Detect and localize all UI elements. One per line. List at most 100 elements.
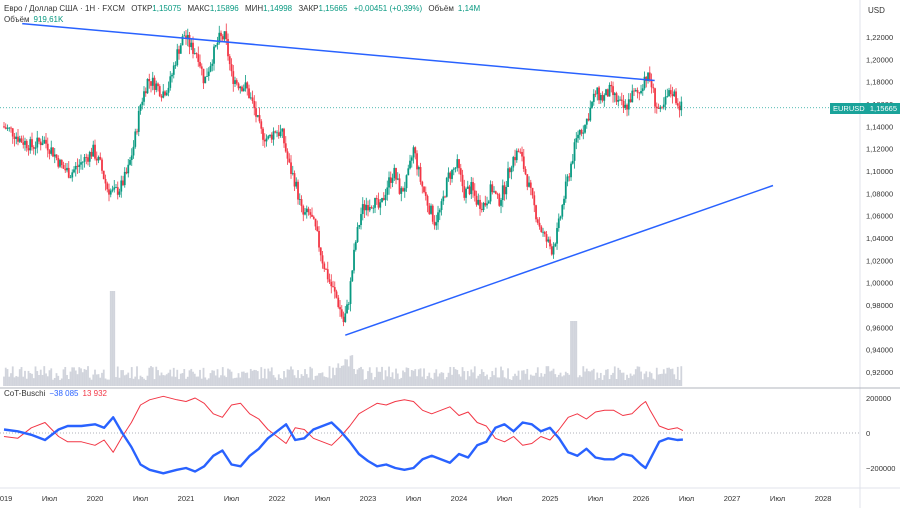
candle-body [549, 239, 551, 247]
volume-bar [356, 369, 359, 386]
volume-bar [375, 367, 378, 386]
candle-body [60, 159, 63, 166]
candle-body [477, 199, 480, 205]
cot-legend-value-blue: −38 085 [49, 389, 79, 398]
candle-body [311, 214, 313, 217]
candle-body [220, 32, 222, 37]
candle-body [113, 187, 116, 190]
volume-bar [228, 369, 231, 386]
candle-body [269, 134, 271, 137]
volume-bar [440, 372, 443, 386]
candle-body [314, 218, 317, 227]
candle-body [578, 129, 581, 135]
candle-body [337, 297, 340, 308]
volume-bar [46, 376, 49, 386]
volume-bar [178, 379, 180, 386]
volume-bar [661, 373, 663, 386]
candle-body [146, 79, 149, 94]
candle-body [190, 42, 193, 48]
volume-bar [508, 379, 511, 386]
volume-bar [90, 379, 93, 386]
candle-body [419, 167, 422, 182]
candle-body [396, 178, 399, 180]
trendlines[interactable] [22, 22, 774, 336]
volume-bar [395, 368, 397, 386]
candle-body [461, 174, 464, 187]
candle-body [482, 202, 485, 211]
volume-bar [286, 369, 289, 386]
volume-bar [120, 370, 123, 386]
volume-bar [53, 377, 56, 386]
candle-body [95, 158, 98, 161]
symbol-label[interactable]: Евро / Доллар США · 1Н · FXCM [4, 4, 125, 13]
candle-body [468, 186, 471, 195]
volume-bar [73, 367, 75, 386]
candle-body [143, 91, 145, 102]
volume-bar [109, 291, 112, 386]
y-tick-label: 0,96000 [866, 323, 893, 332]
candle-body [309, 212, 312, 215]
candle-body [433, 221, 436, 226]
candle-body [384, 194, 387, 200]
volume-bar [230, 371, 233, 386]
candle-body [444, 196, 446, 198]
candle-body [647, 72, 649, 82]
candle-body [85, 157, 88, 158]
volume-bar [115, 377, 117, 386]
candle-body [470, 182, 473, 195]
candle-body [183, 35, 186, 37]
candle-body [109, 190, 112, 195]
volume-bar [274, 377, 277, 386]
candle-body [36, 137, 39, 148]
x-axis-labels[interactable]: 2019 Июл 2020 Июл 2021 Июл 2022 Июл 2023 Июл 2024 И… [0, 494, 831, 503]
candle-body [575, 138, 578, 143]
candle-body [256, 115, 259, 117]
cot-legend-name[interactable]: CoT-Buschi [4, 389, 46, 398]
candle-body [15, 136, 18, 139]
volume-bar [13, 377, 16, 386]
volume-bar [38, 374, 40, 386]
currency-label[interactable]: USD [868, 6, 885, 15]
candle-body [66, 167, 68, 171]
y-axis-labels[interactable]: 1,220001,200001,180001,160001,140001,120… [866, 33, 895, 473]
candle-body [286, 151, 289, 159]
volume-bar [57, 375, 60, 386]
volume-bar [666, 367, 669, 386]
volume-bar [433, 372, 436, 386]
candle-body [342, 316, 345, 323]
volume-bar [34, 366, 37, 386]
volume-bar [218, 377, 221, 386]
candle-body [125, 171, 128, 174]
candle-body [538, 222, 541, 227]
candle-body [449, 172, 452, 179]
volume-bar [620, 372, 623, 386]
volume-bar [473, 366, 476, 386]
trendline[interactable] [22, 22, 655, 82]
candle-body [94, 144, 96, 159]
volume-bar [129, 378, 131, 386]
volume-bar [66, 374, 68, 386]
volume-bar [39, 369, 42, 386]
volume-bar [347, 366, 350, 386]
volume-bar [188, 370, 191, 386]
volume-bar [87, 366, 89, 386]
volume-bar [76, 374, 79, 386]
volume-bar [20, 367, 23, 386]
grid [0, 107, 860, 434]
trendline[interactable] [345, 184, 774, 336]
candle-body [97, 156, 100, 161]
volume-bar [185, 378, 187, 386]
volume-bar [297, 370, 299, 386]
candle-body [389, 177, 392, 183]
volume-bar [468, 376, 471, 386]
candle-body [454, 167, 457, 169]
volume-bar [631, 375, 634, 386]
candle-body [657, 108, 660, 109]
candle-body [137, 110, 140, 132]
volume-bar [326, 377, 329, 386]
candle-body [192, 42, 194, 54]
volume-bar [377, 371, 380, 386]
candle-body [517, 150, 520, 152]
volume-bar [267, 368, 270, 386]
